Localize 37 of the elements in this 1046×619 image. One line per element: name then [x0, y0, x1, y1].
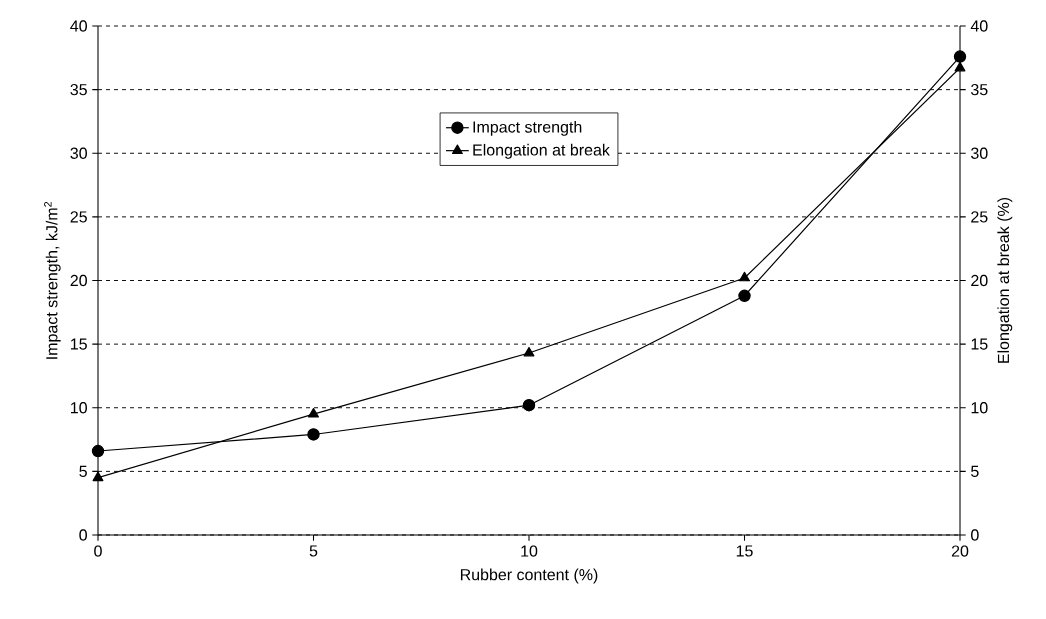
point: [523, 346, 535, 357]
x-tick-label: 15: [736, 545, 753, 557]
y-tick-label: 35: [70, 83, 87, 96]
y-tick-label: 25: [70, 211, 87, 223]
y-tick-label: 30: [70, 147, 87, 159]
y2-tick-label: 10: [971, 402, 988, 414]
y2-axis-title: Elongation at break (%): [997, 197, 1013, 363]
y2-tick-label: 15: [971, 338, 988, 350]
y2-tick-label: 35: [971, 83, 988, 96]
y-tick-label: 40: [70, 20, 87, 32]
y-axis-title: Impact strength, kJ/m$^{2}$: [44, 201, 61, 359]
point: [954, 61, 966, 72]
y2-tick-label: 0: [971, 529, 979, 541]
y2-tick-label: 5: [971, 465, 979, 477]
y2-tick-label: 25: [971, 211, 988, 223]
x-axis-title: Rubber content (%): [460, 568, 598, 584]
y-tick-label: 20: [70, 274, 87, 287]
y2-tick-label: 30: [971, 147, 988, 159]
y-tick-label: 5: [79, 465, 87, 477]
y2-tick-label: 20: [971, 274, 988, 287]
point: [307, 428, 320, 441]
y2-tick-label: 40: [970, 20, 988, 32]
y-tick-label: 10: [71, 402, 87, 414]
x-tick-label: 20: [951, 545, 969, 557]
point: [91, 444, 105, 458]
legend-label: Elongation at break: [473, 143, 610, 159]
legend-label: Impact strength: [473, 120, 582, 136]
point: [522, 399, 536, 412]
point: [738, 289, 751, 302]
y-tick-label: 0: [79, 529, 87, 541]
point: [308, 407, 319, 418]
x-tick-label: 5: [309, 545, 318, 557]
y-tick-label: 15: [71, 338, 87, 350]
point: [92, 471, 104, 482]
x-tick-label: 0: [94, 545, 102, 557]
point: [739, 271, 750, 282]
x-tick-label: 10: [521, 545, 538, 557]
